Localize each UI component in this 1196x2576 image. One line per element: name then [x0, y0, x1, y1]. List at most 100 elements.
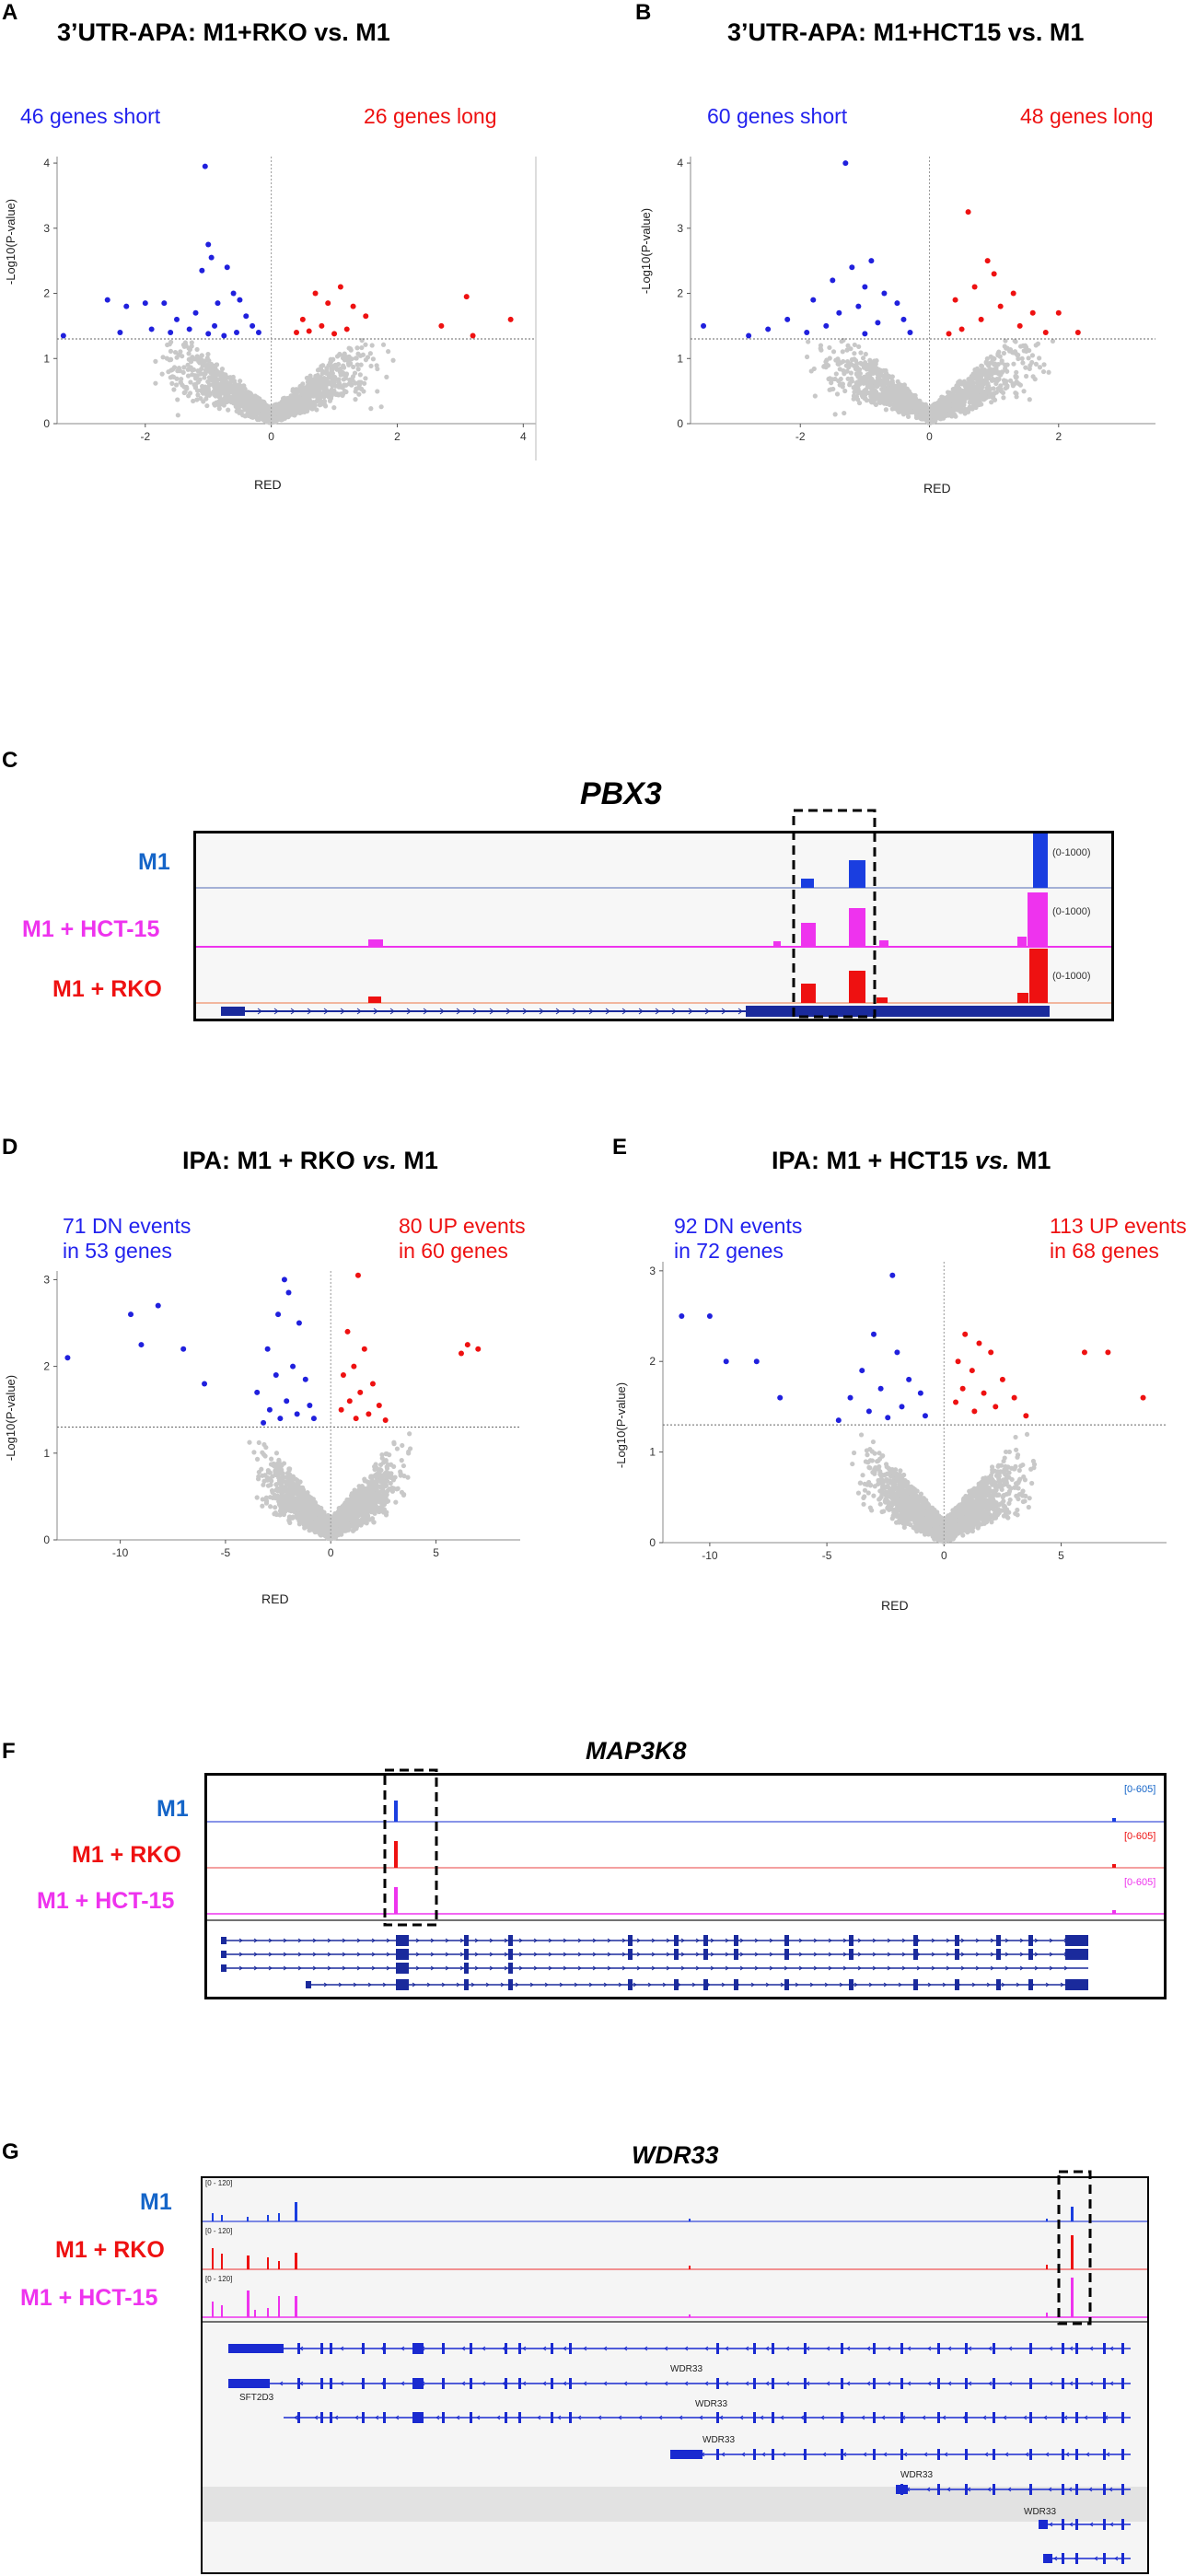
up-point	[319, 322, 325, 329]
panel-b-long-count: 48 genes long	[1020, 104, 1154, 128]
panel-e-title-vs: vs.	[974, 1147, 1010, 1174]
down-point	[855, 303, 862, 309]
up-point	[458, 1350, 464, 1357]
panel-c-track-label-m1: M1	[138, 849, 170, 875]
panel-d-title-suffix: M1	[396, 1147, 438, 1174]
down-point	[212, 322, 218, 329]
down-point	[862, 284, 868, 290]
up-point	[984, 258, 991, 264]
panel-g-annotation-3: WDR33	[703, 2435, 736, 2445]
up-point	[344, 1328, 351, 1335]
panel-a-title: 3’UTR-APA: M1+RKO vs. M1	[57, 18, 390, 46]
down-point	[777, 1394, 784, 1401]
up-point	[369, 1381, 376, 1387]
down-point	[907, 329, 913, 335]
down-point	[290, 1363, 296, 1370]
panel-a-short-count: 46 genes short	[20, 104, 161, 128]
y-tick-label: 4	[43, 157, 50, 169]
panel-g-peaks-hct15	[212, 2278, 1074, 2317]
panel-d-dn-line2: in 53 genes	[63, 1239, 172, 1263]
up-point	[331, 331, 338, 337]
down-point	[706, 1313, 713, 1320]
down-point	[679, 1313, 685, 1320]
panel-g-tracks	[203, 2170, 1147, 2564]
panel-g-range-rko: [0 - 120]	[205, 2227, 233, 2235]
up-point	[1081, 1349, 1087, 1356]
y-tick-label: 4	[677, 157, 683, 169]
panel-e-title: IPA: M1 + HCT15 vs. M1	[772, 1147, 1051, 1175]
panel-e-up-count: 113 UP events in 68 genes	[1050, 1214, 1187, 1264]
panel-g-highlight-box	[1057, 2170, 1092, 2325]
y-tick-label: 3	[43, 222, 50, 235]
y-tick-label: 3	[43, 1273, 50, 1286]
panel-f-range-rko: [0-605]	[1124, 1831, 1156, 1842]
up-point	[999, 1376, 1005, 1382]
up-point	[958, 326, 965, 332]
up-point	[946, 331, 952, 337]
down-point	[104, 297, 110, 303]
up-point	[988, 1349, 994, 1356]
panel-d-up-line1: 80 UP events	[399, 1214, 526, 1238]
up-point	[991, 271, 997, 277]
panel-letter-c: C	[2, 748, 18, 773]
up-point	[976, 1340, 982, 1346]
y-tick-label: 2	[677, 287, 683, 300]
down-point	[205, 241, 212, 248]
up-point	[306, 328, 312, 334]
down-point	[168, 329, 174, 335]
down-point	[894, 300, 900, 307]
panel-c-peaks-rko	[368, 949, 1048, 1003]
down-point	[243, 313, 250, 320]
down-point	[221, 332, 227, 339]
panel-c-track-box	[193, 831, 1114, 1021]
up-point	[363, 313, 369, 320]
down-point	[284, 1398, 290, 1405]
down-point	[261, 1419, 267, 1426]
x-tick-label: 4	[520, 430, 527, 443]
panel-f-peak-rko	[394, 1841, 398, 1868]
down-point	[205, 331, 212, 337]
panel-g-annotation-2: WDR33	[695, 2399, 728, 2409]
panel-letter-a: A	[2, 0, 18, 25]
up-point	[346, 1398, 353, 1405]
down-point	[202, 1381, 208, 1387]
down-point	[862, 331, 868, 337]
down-point	[202, 163, 208, 169]
up-point	[1029, 309, 1036, 316]
x-tick-label: 2	[1055, 430, 1062, 443]
up-point	[1010, 290, 1016, 297]
down-point	[148, 326, 155, 332]
down-point	[285, 1289, 292, 1296]
panel-f-track-label-rko: M1 + RKO	[72, 1842, 181, 1868]
up-point	[438, 322, 445, 329]
panel-letter-d: D	[2, 1135, 18, 1160]
up-point	[350, 303, 356, 309]
down-point	[865, 1408, 872, 1415]
up-point	[366, 1411, 372, 1417]
down-point	[753, 1358, 760, 1365]
panel-f-gene-title: MAP3K8	[586, 1737, 687, 1765]
panel-g-track-label-rko: M1 + RKO	[55, 2237, 165, 2263]
down-point	[823, 322, 830, 329]
panel-b-short-count: 60 genes short	[707, 104, 848, 128]
down-point	[847, 1394, 853, 1401]
down-point	[117, 329, 123, 335]
down-point	[842, 160, 849, 167]
panel-b-ylabel: -Log10(P-value)	[639, 207, 654, 295]
y-tick-label: 2	[43, 1360, 50, 1373]
panel-g-peaks-m1	[212, 2202, 1074, 2221]
panel-e-up-line2: in 68 genes	[1050, 1239, 1159, 1263]
panel-g-gene-title: WDR33	[632, 2141, 719, 2169]
panel-g-gene-model	[228, 2343, 1131, 2564]
up-point	[312, 290, 319, 297]
panel-g-range-m1: [0 - 120]	[205, 2179, 233, 2187]
down-point	[922, 1413, 928, 1419]
panel-f-highlight-box	[383, 1768, 438, 1927]
up-point	[971, 1408, 978, 1415]
panel-c-range-rko: (0-1000)	[1052, 971, 1091, 982]
up-point	[376, 1403, 382, 1408]
panel-f-peak-m1	[394, 1801, 398, 1822]
up-point	[959, 1385, 966, 1392]
down-point	[254, 1389, 261, 1395]
x-tick-label: 0	[328, 1546, 334, 1559]
